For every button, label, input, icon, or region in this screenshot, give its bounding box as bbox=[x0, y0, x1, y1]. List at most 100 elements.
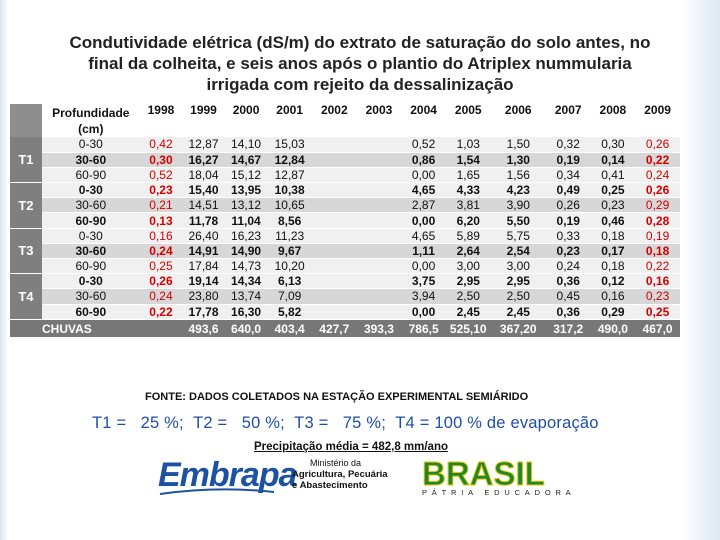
value-cell bbox=[311, 152, 357, 168]
table-row: 60-90 0,22 17,78 16,30 5,82 0,00 2,45 2,45 0,36 0… bbox=[10, 304, 680, 320]
ministry-line-2: Agricultura, Pecuária bbox=[292, 469, 388, 480]
value-cell: 0,18 bbox=[590, 228, 636, 244]
value-cell: 0,52 bbox=[139, 167, 183, 184]
value-cell bbox=[311, 182, 357, 199]
value-cell: 23,80 bbox=[182, 288, 225, 305]
table-header-row: Profundidade (cm) 1998 1999 2000 2001 20… bbox=[10, 104, 680, 137]
value-cell bbox=[356, 258, 402, 275]
value-cell: 0,29 bbox=[635, 197, 680, 214]
value-cell: 0,49 bbox=[545, 182, 591, 199]
header-year: 2002 bbox=[311, 104, 357, 137]
value-cell: 0,34 bbox=[545, 167, 591, 184]
value-cell: 8,56 bbox=[267, 212, 312, 229]
value-cell: 0,19 bbox=[635, 228, 680, 244]
value-cell bbox=[356, 228, 402, 244]
value-cell bbox=[311, 137, 357, 153]
rain-value: 786,5 bbox=[401, 319, 446, 338]
value-cell: 13,12 bbox=[224, 197, 268, 214]
value-cell: 3,81 bbox=[445, 197, 491, 214]
depth-cell: 60-90 bbox=[41, 258, 140, 275]
value-cell: 0,23 bbox=[139, 182, 183, 199]
value-cell bbox=[356, 304, 402, 320]
table-row: T1 0-30 0,42 12,87 14,10 15,03 0,52 1,03 1,50 0,3… bbox=[10, 137, 680, 184]
value-cell: 4,23 bbox=[490, 182, 546, 199]
value-cell: 10,65 bbox=[267, 197, 312, 214]
ministry-line-3: e Abastecimento bbox=[292, 480, 368, 491]
value-cell: 0,24 bbox=[545, 258, 591, 275]
table-row: T4 0-30 0,26 19,14 14,34 6,13 3,75 2,95 2,95 0,36… bbox=[10, 273, 680, 320]
value-cell: 0,24 bbox=[139, 243, 183, 260]
value-cell bbox=[356, 243, 402, 260]
conductivity-table: Profundidade (cm) 1998 1999 2000 2001 20… bbox=[10, 104, 680, 338]
value-cell: 0,52 bbox=[401, 137, 446, 153]
value-cell: 0,24 bbox=[635, 167, 680, 184]
value-cell: 16,30 bbox=[224, 304, 268, 320]
value-cell: 0,26 bbox=[635, 182, 680, 199]
header-blank-cell bbox=[10, 104, 42, 137]
value-cell: 11,78 bbox=[182, 212, 225, 229]
value-cell: 16,23 bbox=[224, 228, 268, 244]
depth-cell: 30-60 bbox=[41, 288, 140, 305]
value-cell bbox=[356, 182, 402, 199]
value-cell: 0,23 bbox=[590, 197, 636, 214]
value-cell: 3,00 bbox=[445, 258, 491, 275]
value-cell: 0,26 bbox=[139, 273, 183, 290]
embrapa-swoosh-icon bbox=[159, 488, 275, 495]
value-cell: 6,20 bbox=[445, 212, 491, 229]
value-cell: 1,54 bbox=[445, 152, 491, 168]
header-year: 2009 bbox=[635, 104, 680, 137]
value-cell: 0,42 bbox=[139, 137, 183, 153]
rain-value bbox=[139, 319, 183, 338]
brasil-wordmark: BRASIL bbox=[422, 455, 545, 492]
value-cell: 0,19 bbox=[545, 212, 591, 229]
table-row: 30-60 0,21 14,51 13,12 10,65 2,87 3,81 3,90 0,26… bbox=[10, 197, 680, 214]
value-cell: 13,74 bbox=[224, 288, 268, 305]
treatment-label: T1 bbox=[10, 137, 42, 184]
value-cell: 5,75 bbox=[490, 228, 546, 244]
value-cell: 2,50 bbox=[445, 288, 491, 305]
header-depth: Profundidade (cm) bbox=[41, 104, 140, 137]
value-cell: 5,50 bbox=[490, 212, 546, 229]
value-cell: 0,16 bbox=[590, 288, 636, 305]
treatment-label: T2 bbox=[10, 182, 42, 229]
value-cell: 14,90 bbox=[224, 243, 268, 260]
value-cell: 11,04 bbox=[224, 212, 268, 229]
value-cell bbox=[311, 197, 357, 214]
value-cell: 0,23 bbox=[635, 288, 680, 305]
value-cell: 0,16 bbox=[139, 228, 183, 244]
value-cell: 12,87 bbox=[182, 137, 225, 153]
value-cell: 5,82 bbox=[267, 304, 312, 320]
value-cell bbox=[311, 288, 357, 305]
value-cell: 0,14 bbox=[590, 152, 636, 168]
value-cell: 0,18 bbox=[635, 243, 680, 260]
value-cell: 11,23 bbox=[267, 228, 312, 244]
value-cell: 17,84 bbox=[182, 258, 225, 275]
value-cell: 0,22 bbox=[635, 258, 680, 275]
value-cell bbox=[356, 212, 402, 229]
value-cell: 9,67 bbox=[267, 243, 312, 260]
rain-value: 467,0 bbox=[635, 319, 680, 338]
value-cell: 2,87 bbox=[401, 197, 446, 214]
value-cell: 12,84 bbox=[267, 152, 312, 168]
value-cell: 15,03 bbox=[267, 137, 312, 153]
header-year: 2001 bbox=[267, 104, 312, 137]
value-cell: 2,54 bbox=[490, 243, 546, 260]
value-cell: 4,33 bbox=[445, 182, 491, 199]
depth-cell: 0-30 bbox=[41, 182, 140, 199]
brasil-logo: BRASIL bbox=[422, 455, 546, 493]
value-cell: 1,65 bbox=[445, 167, 491, 184]
value-cell: 3,94 bbox=[401, 288, 446, 305]
slide-left-edge bbox=[0, 0, 8, 540]
rain-value: 640,0 bbox=[224, 319, 268, 338]
value-cell: 1,50 bbox=[490, 137, 546, 153]
value-cell: 2,45 bbox=[445, 304, 491, 320]
header-year: 2000 bbox=[224, 104, 268, 137]
slide-title: Condutividade elétrica (dS/m) do extrato… bbox=[30, 32, 690, 95]
value-cell: 17,78 bbox=[182, 304, 225, 320]
value-cell: 0,86 bbox=[401, 152, 446, 168]
header-year: 2008 bbox=[590, 104, 636, 137]
table-row: 30-60 0,30 16,27 14,67 12,84 0,86 1,54 1,30 0,19… bbox=[10, 152, 680, 168]
depth-cell: 60-90 bbox=[41, 212, 140, 229]
depth-cell: 30-60 bbox=[41, 152, 140, 168]
value-cell bbox=[311, 167, 357, 184]
